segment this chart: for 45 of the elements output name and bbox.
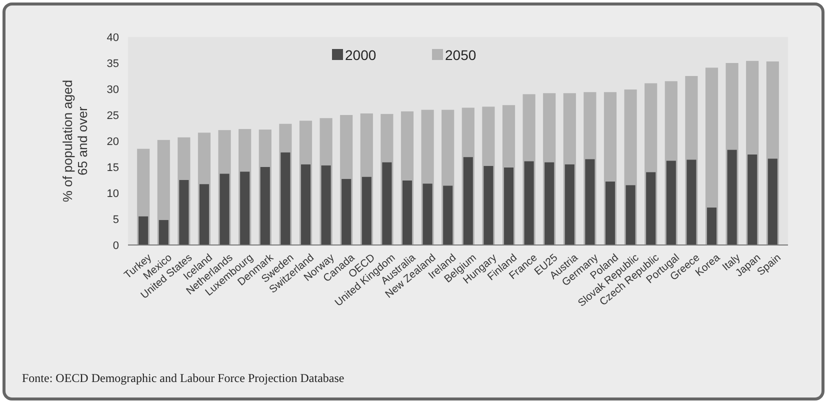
y-tick-label: 25	[106, 110, 119, 122]
y-axis-title: % of population aged 65 and over	[60, 80, 90, 202]
y-tick-label: 30	[106, 84, 119, 96]
legend-label: 2050	[445, 46, 476, 63]
y-tick-label: 20	[106, 136, 119, 148]
bar	[179, 180, 189, 245]
bar	[463, 157, 473, 245]
bar	[321, 165, 331, 245]
bar	[585, 159, 595, 245]
y-tick-label: 40	[106, 32, 119, 44]
bar	[199, 184, 210, 245]
bar	[504, 168, 514, 245]
bar	[443, 186, 453, 245]
bar	[646, 172, 656, 245]
y-tick-label: 35	[106, 58, 119, 70]
bar	[158, 220, 168, 245]
bar	[768, 158, 778, 245]
bar	[300, 164, 311, 245]
bar	[544, 162, 554, 245]
bar	[220, 174, 230, 245]
bar	[564, 164, 574, 245]
bar	[362, 176, 372, 245]
bar	[727, 150, 737, 245]
source-note: Fonte: OECD Demographic and Labour Force Projection Database	[22, 371, 344, 385]
legend-label: 2000	[345, 46, 376, 63]
bar	[422, 184, 432, 245]
bar	[706, 208, 717, 245]
bar	[748, 154, 758, 245]
y-tick-label: 15	[106, 162, 119, 174]
bar	[138, 216, 148, 245]
bar	[605, 182, 616, 245]
bar	[382, 162, 392, 245]
y-tick-label: 5	[112, 214, 119, 226]
bar	[484, 166, 494, 245]
y-tick-label: 0	[112, 240, 119, 252]
bar	[280, 152, 290, 245]
bar	[240, 172, 250, 245]
bar	[402, 180, 412, 245]
bar	[260, 167, 270, 245]
bar	[626, 185, 636, 245]
bar	[342, 178, 352, 245]
bar	[524, 161, 534, 245]
bar	[666, 160, 676, 245]
bar	[686, 160, 696, 245]
y-tick-label: 10	[106, 188, 119, 200]
